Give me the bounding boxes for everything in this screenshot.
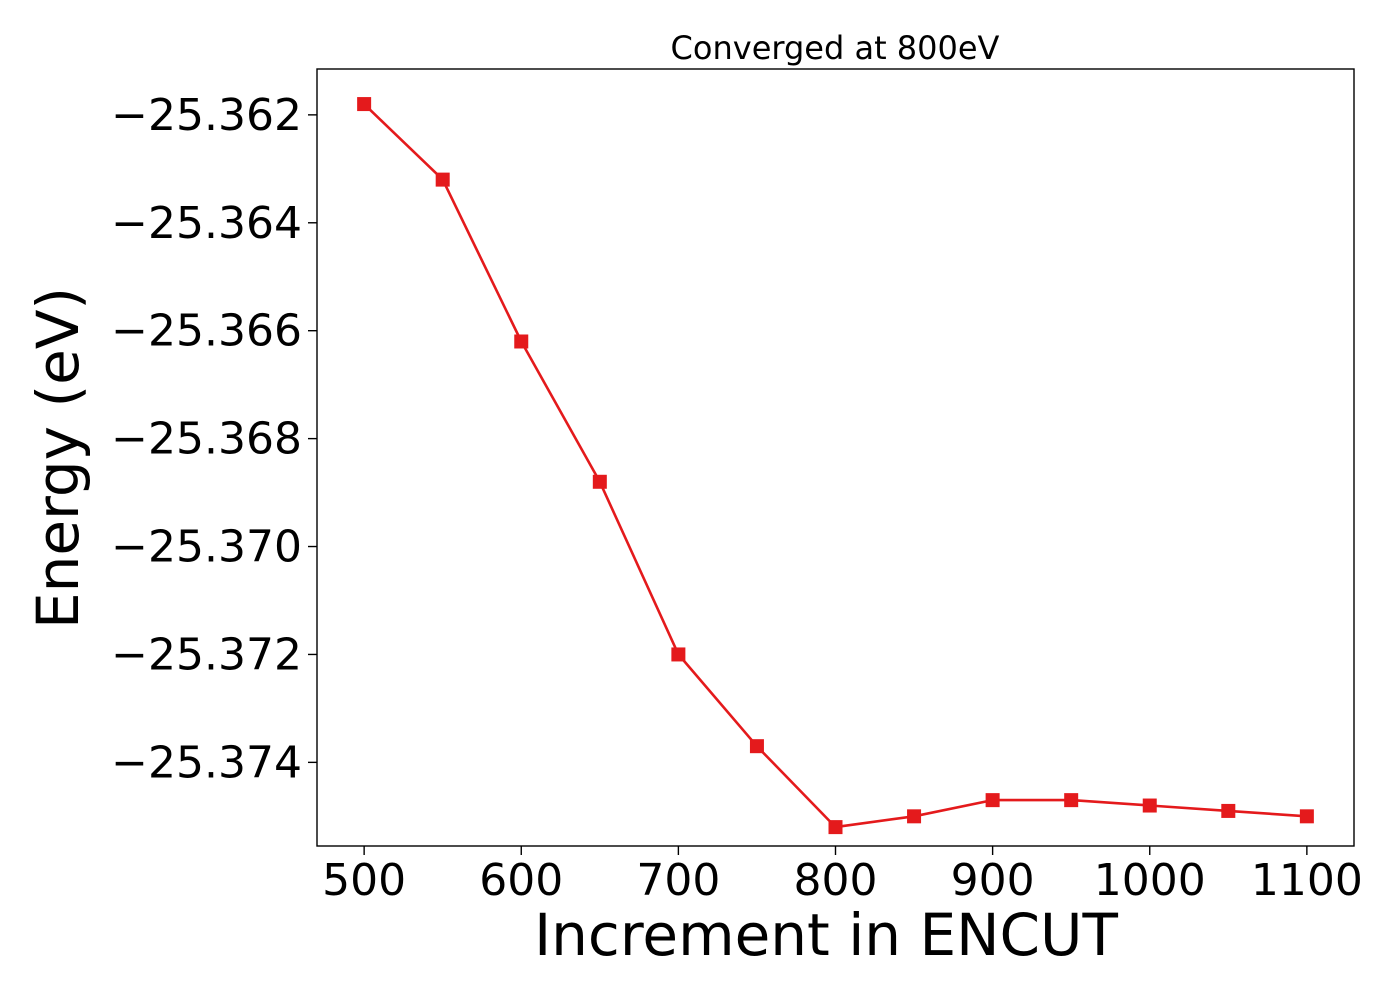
y-axis: −25.362 −25.364 −25.366 −25.368 −25.370 −25.3… <box>111 90 317 788</box>
data-point-marker <box>671 647 686 662</box>
data-point-marker <box>1221 803 1236 818</box>
x-axis: 500 600 700 800 900 1000 1100 <box>322 846 1363 906</box>
data-point-marker <box>828 820 843 835</box>
series-line <box>363 103 1307 829</box>
x-tick-label: 600 <box>479 855 563 906</box>
x-tick-label: 1100 <box>1251 855 1363 906</box>
data-point-marker <box>749 739 764 754</box>
data-point-marker <box>357 97 372 112</box>
y-tick-label: −25.374 <box>111 737 302 788</box>
chart-title: Converged at 800eV <box>671 29 1000 67</box>
y-tick-label: −25.362 <box>111 90 302 141</box>
x-tick-label: 800 <box>794 855 878 906</box>
data-point-marker <box>514 334 529 349</box>
y-tick-label: −25.364 <box>111 198 302 249</box>
x-tick-label: 1000 <box>1094 855 1206 906</box>
data-point-marker <box>592 474 607 489</box>
plot-area <box>316 68 1355 847</box>
data-point-marker <box>985 793 1000 808</box>
x-tick-label: 500 <box>322 855 406 906</box>
x-axis-label: Increment in ENCUT <box>534 901 1118 969</box>
data-point-marker <box>1142 798 1157 813</box>
data-point-marker <box>1299 809 1314 824</box>
y-tick-label: −25.372 <box>111 629 302 680</box>
series-layer <box>357 97 1314 835</box>
data-point-marker <box>907 809 922 824</box>
x-tick-label: 900 <box>951 855 1035 906</box>
y-axis-label: Energy (eV) <box>24 287 92 629</box>
data-point-marker <box>1064 793 1079 808</box>
y-tick-label: −25.368 <box>111 414 302 465</box>
data-point-marker <box>435 172 450 187</box>
y-tick-label: −25.370 <box>111 522 302 573</box>
x-tick-label: 700 <box>636 855 720 906</box>
y-tick-label: −25.366 <box>111 306 302 357</box>
